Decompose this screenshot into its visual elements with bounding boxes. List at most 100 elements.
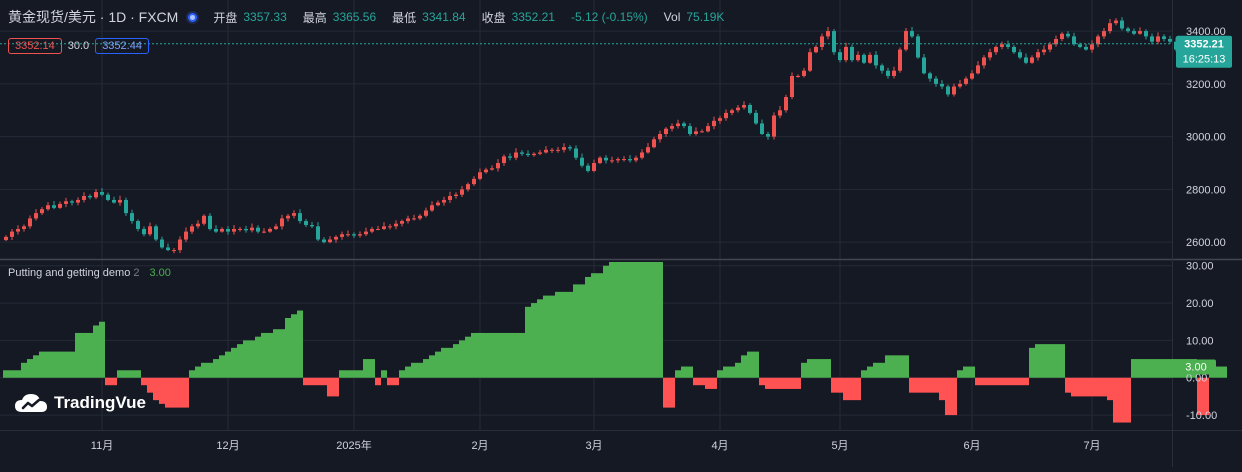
logo-text: TradingVue [54, 393, 146, 412]
candle [274, 226, 278, 229]
osc-bar [93, 325, 99, 378]
osc-bar [681, 366, 687, 378]
candle [34, 213, 38, 219]
candle [676, 123, 680, 127]
osc-bar [1089, 377, 1095, 397]
candle [52, 205, 56, 208]
osc-bar [735, 362, 741, 378]
candle [538, 152, 542, 154]
osc-bar [885, 355, 891, 378]
candle [490, 168, 494, 170]
candle [556, 149, 560, 151]
candle [142, 228, 146, 235]
candle [238, 228, 242, 230]
osc-bar [45, 351, 51, 378]
candle [136, 221, 140, 229]
osc-bar [141, 377, 147, 386]
candle [856, 54, 860, 61]
candle [976, 65, 980, 74]
ask-button[interactable]: 3352.44 [95, 38, 149, 54]
candle [202, 215, 206, 224]
osc-bar [609, 262, 615, 378]
candle [718, 118, 722, 121]
candle [1042, 49, 1046, 53]
symbol-title[interactable]: 黄金现货/美元 · 1D · FXCM [8, 9, 179, 25]
last-price-value: 3352.21 [1184, 39, 1224, 51]
candle [790, 75, 794, 98]
candle [346, 234, 350, 236]
close-label: 收盘 [481, 10, 506, 25]
last-price-tag: 3352.21 16:25:13 [1176, 35, 1232, 68]
osc-bar [741, 355, 747, 378]
osc-bar [579, 284, 585, 378]
candle [706, 126, 710, 132]
osc-bar [1167, 359, 1173, 378]
osc-bar [1149, 359, 1155, 378]
candle [232, 228, 236, 232]
osc-bar [57, 351, 63, 378]
time-axis-label: 12月 [216, 440, 239, 452]
candle [808, 52, 812, 71]
osc-bar [285, 318, 291, 378]
candle [376, 228, 380, 230]
candle [598, 157, 602, 164]
candle [520, 152, 524, 154]
osc-bar [771, 377, 777, 389]
osc-bar [801, 362, 807, 378]
osc-bar [729, 366, 735, 378]
osc-bar [183, 377, 189, 408]
tradingvue-logo: TradingVue [14, 392, 146, 414]
osc-bar [675, 370, 681, 378]
candle [298, 213, 302, 222]
candle [88, 196, 92, 198]
osc-bar [111, 377, 117, 386]
osc-bar [1119, 377, 1125, 423]
candle [406, 218, 410, 222]
osc-bar [453, 344, 459, 378]
candle [952, 86, 956, 95]
candle [724, 112, 728, 119]
candle [862, 54, 866, 63]
osc-bar [477, 332, 483, 378]
osc-bar [627, 262, 633, 378]
candle [262, 231, 266, 233]
osc-bar [891, 355, 897, 378]
candle [682, 123, 686, 127]
candle [256, 227, 260, 232]
osc-bar [321, 377, 327, 386]
osc-bar [63, 351, 69, 378]
candle [58, 203, 62, 208]
candle [1138, 31, 1142, 34]
osc-bar [327, 377, 333, 397]
osc-bar [615, 262, 621, 378]
candle [1000, 44, 1004, 47]
osc-bar [663, 377, 669, 408]
osc-bar [423, 359, 429, 378]
time-axis-label: 5月 [831, 440, 848, 452]
osc-bar [843, 377, 849, 401]
candle [472, 178, 476, 185]
candle [1126, 28, 1130, 32]
osc-axis-label: 20.00 [1186, 298, 1214, 310]
indicator-legend[interactable]: Putting and getting demo 2 3.00 [8, 267, 171, 279]
osc-bar [723, 366, 729, 378]
osc-bar [279, 329, 285, 378]
candle [628, 159, 632, 161]
high-value: 3365.56 [332, 10, 377, 24]
candle [364, 231, 368, 235]
osc-bar [483, 332, 489, 378]
osc-bar [921, 377, 927, 393]
osc-bar [819, 359, 825, 378]
osc-bar [27, 359, 33, 378]
osc-bar [657, 262, 663, 378]
price-axis-label: 3200.00 [1186, 79, 1226, 91]
candle [910, 31, 914, 37]
bid-button[interactable]: 3352.14 [8, 38, 62, 54]
candle [562, 147, 566, 150]
candle [604, 157, 608, 161]
candle [730, 110, 734, 113]
candle [664, 128, 668, 134]
osc-axis-label: -10.00 [1186, 410, 1217, 422]
